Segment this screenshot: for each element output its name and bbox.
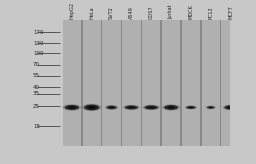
Bar [221,20,240,146]
Ellipse shape [167,106,175,109]
Text: 170: 170 [33,30,44,35]
Text: MCF7: MCF7 [228,5,233,19]
Text: PC12: PC12 [208,6,213,19]
Bar [162,20,180,146]
Ellipse shape [209,107,213,108]
Ellipse shape [188,107,194,108]
Ellipse shape [63,104,81,111]
Bar [63,20,240,146]
Text: 100: 100 [33,51,44,56]
Text: HepG2: HepG2 [69,2,74,19]
Ellipse shape [88,106,96,109]
Ellipse shape [68,106,76,109]
Text: 130: 130 [33,41,44,46]
Ellipse shape [123,105,140,110]
Ellipse shape [164,105,178,110]
Ellipse shape [106,106,117,109]
Text: 70: 70 [33,62,40,67]
Bar [142,20,160,146]
Ellipse shape [143,105,160,110]
Text: COS7: COS7 [149,5,154,19]
Ellipse shape [84,105,99,110]
Ellipse shape [225,105,237,110]
Ellipse shape [128,106,135,108]
Bar [182,20,200,146]
Text: 25: 25 [33,104,40,109]
Ellipse shape [82,104,101,111]
Text: 40: 40 [33,85,40,90]
Text: HeLa: HeLa [89,6,94,19]
Ellipse shape [147,106,155,109]
Ellipse shape [206,106,216,109]
Ellipse shape [65,105,79,110]
Text: A549: A549 [129,6,134,19]
Ellipse shape [109,107,114,108]
Text: SVT2: SVT2 [109,6,114,19]
Bar [122,20,141,146]
Ellipse shape [223,105,239,110]
Ellipse shape [185,105,197,110]
Ellipse shape [207,106,215,109]
Ellipse shape [227,106,234,109]
Text: MDCK: MDCK [188,4,194,19]
Text: 55: 55 [33,73,40,78]
Text: Jurkat: Jurkat [169,4,174,19]
Ellipse shape [144,105,158,110]
Ellipse shape [186,106,196,109]
Ellipse shape [105,105,118,110]
Ellipse shape [125,105,138,109]
Text: 35: 35 [33,91,40,96]
Bar [202,20,220,146]
Ellipse shape [162,104,180,111]
Bar [63,20,81,146]
Bar [102,20,121,146]
Bar [83,20,101,146]
Text: 15: 15 [33,124,40,129]
